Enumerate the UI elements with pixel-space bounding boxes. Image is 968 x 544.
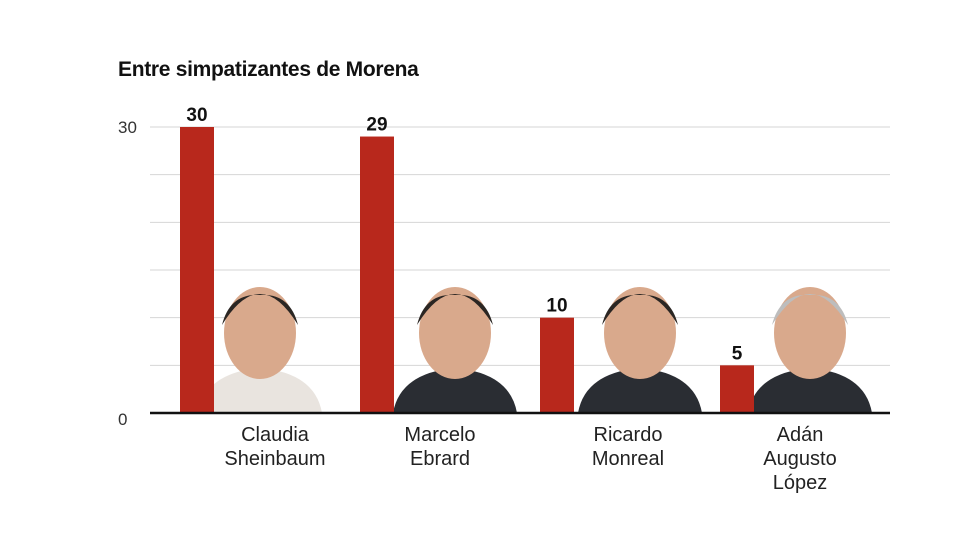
bar [720,365,754,413]
bar [540,317,574,413]
person-photo-hair [222,294,298,325]
category-label: Monreal [592,448,664,470]
person-photo-body [393,368,517,413]
person-photo-face [224,287,296,379]
person-photo-body [198,368,322,413]
person-photo-hair [602,294,678,325]
category-label: Marcelo [404,424,475,446]
category-label: Sheinbaum [224,448,325,470]
category-label: Ricardo [594,424,663,446]
person-photo-hair [417,294,493,325]
person-photo-hair [772,294,848,325]
person-photo-face [774,287,846,379]
data-label: 5 [732,343,743,364]
person-photo-face [604,287,676,379]
category-label: Claudia [241,424,310,446]
category-label: Ebrard [410,448,470,470]
person-photo-body [748,368,872,413]
category-label: López [773,472,828,494]
chart-title: Entre simpatizantes de Morena [118,58,419,81]
data-label: 30 [186,105,207,126]
category-label: Adán [777,424,824,446]
bar [360,136,394,414]
person-photo-body [578,368,702,413]
data-label: 10 [546,296,567,317]
y-tick-label: 0 [118,410,127,429]
y-tick-label: 30 [118,118,137,137]
bar [180,127,214,413]
data-label: 29 [366,115,387,136]
person-photo-face [419,287,491,379]
category-label: Augusto [763,448,836,470]
